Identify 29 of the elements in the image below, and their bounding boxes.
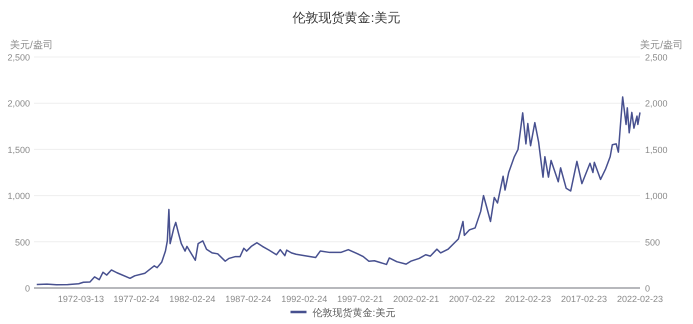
y2-tick-label: 2,500 xyxy=(645,52,668,62)
legend: 伦敦现货黄金:美元 xyxy=(290,308,396,319)
x-tick-label: 2022-02-23 xyxy=(616,294,664,304)
legend-label: 伦敦现货黄金:美元 xyxy=(312,307,396,319)
y2-tick-label: 1,500 xyxy=(645,144,668,155)
chart-title: 伦敦现货黄金:美元 xyxy=(292,10,400,25)
x-tick-label: 2002-02-21 xyxy=(393,294,440,304)
x-tick-label: 2007-02-22 xyxy=(449,294,496,304)
y-tick-label: 500 xyxy=(14,237,30,248)
y2-tick-label: 2,000 xyxy=(645,98,668,109)
y-axis-title: 美元/盎司 xyxy=(10,39,53,51)
y-tick-label: 2,500 xyxy=(7,52,30,62)
y-tick-label: 2,000 xyxy=(7,98,30,109)
x-tick-label: 1997-02-21 xyxy=(337,294,384,304)
y-tick-label: 1,500 xyxy=(7,144,30,155)
line-series xyxy=(36,96,641,286)
x-tick-label: 1982-02-24 xyxy=(169,294,216,304)
x-tick-label: 1972-03-13 xyxy=(58,294,104,304)
y2-tick-label: 500 xyxy=(645,237,660,248)
y-tick-label: 1,000 xyxy=(7,191,30,202)
x-tick-label: 2017-02-23 xyxy=(561,294,608,304)
x-tick-label: 1977-02-24 xyxy=(113,294,160,304)
y2-axis-title: 美元/盎司 xyxy=(640,39,683,51)
x-tick-label: 2012-02-23 xyxy=(505,294,552,304)
x-tick-label: 1987-02-24 xyxy=(225,294,272,304)
y2-tick-label: 0 xyxy=(645,284,650,294)
y2-tick-label: 1,000 xyxy=(645,191,668,202)
x-tick-label: 1992-02-24 xyxy=(281,294,328,304)
y-tick-label: 0 xyxy=(24,284,30,294)
